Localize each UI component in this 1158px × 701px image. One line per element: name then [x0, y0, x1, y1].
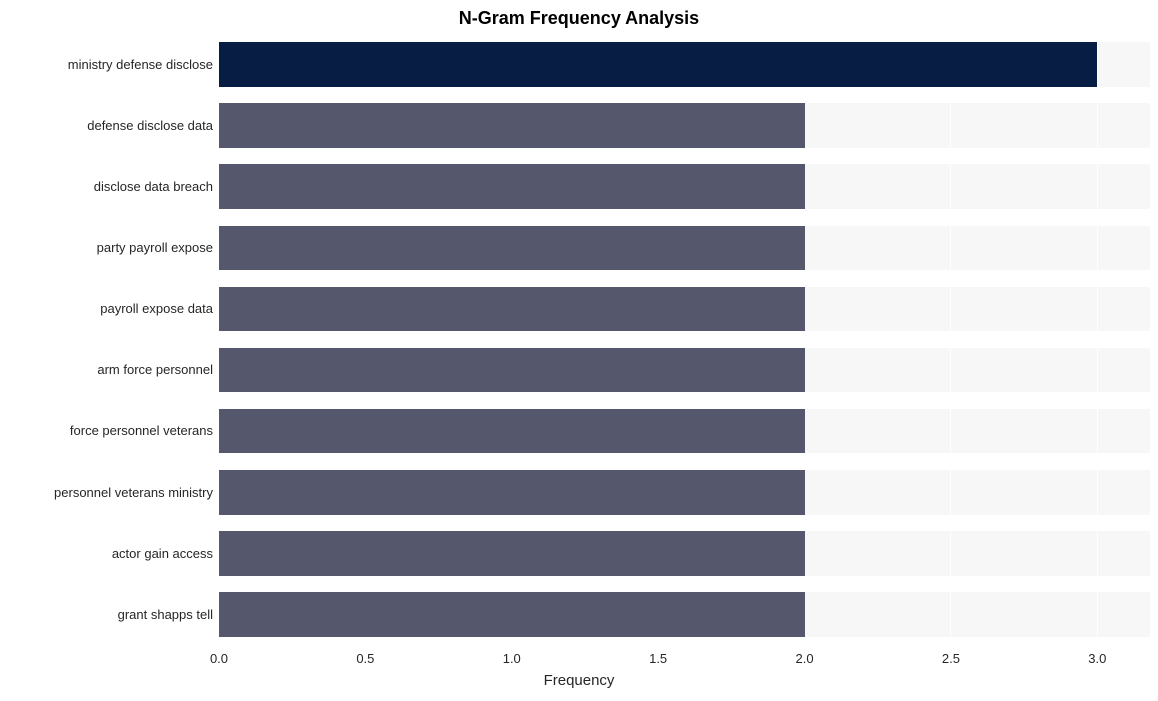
x-tick-label: 2.5 — [931, 651, 971, 666]
bar — [219, 42, 1097, 87]
bar — [219, 164, 805, 209]
bar — [219, 103, 805, 148]
x-tick-label: 2.0 — [785, 651, 825, 666]
bar — [219, 531, 805, 576]
y-tick-label: personnel veterans ministry — [3, 483, 213, 503]
plot-area — [219, 34, 1150, 645]
chart-container: N-Gram Frequency Analysis ministry defen… — [0, 0, 1158, 701]
y-tick-label: actor gain access — [3, 544, 213, 564]
y-tick-label: payroll expose data — [3, 299, 213, 319]
bar — [219, 470, 805, 515]
x-tick-label: 0.0 — [199, 651, 239, 666]
bar — [219, 409, 805, 454]
grid-row-band — [219, 148, 1150, 164]
x-axis-label: Frequency — [0, 672, 1158, 689]
x-tick-label: 3.0 — [1077, 651, 1117, 666]
grid-row-band — [219, 331, 1150, 347]
grid-row-band — [219, 392, 1150, 408]
grid-row-band — [219, 34, 1150, 42]
bar — [219, 592, 805, 637]
grid-vertical-line — [950, 34, 951, 645]
grid-row-band — [219, 209, 1150, 225]
y-tick-label: grant shapps tell — [3, 605, 213, 625]
chart-title: N-Gram Frequency Analysis — [0, 8, 1158, 29]
x-tick-label: 0.5 — [345, 651, 385, 666]
grid-row-band — [219, 515, 1150, 531]
grid-row-band — [219, 576, 1150, 592]
y-tick-label: defense disclose data — [3, 116, 213, 136]
y-tick-label: force personnel veterans — [3, 421, 213, 441]
bar — [219, 287, 805, 332]
grid-vertical-line — [1097, 34, 1098, 645]
grid-row-band — [219, 270, 1150, 286]
bar — [219, 348, 805, 393]
grid-row-band — [219, 637, 1150, 645]
x-tick-label: 1.0 — [492, 651, 532, 666]
y-tick-label: ministry defense disclose — [3, 55, 213, 75]
y-tick-label: arm force personnel — [3, 360, 213, 380]
grid-row-band — [219, 87, 1150, 103]
bar — [219, 226, 805, 271]
y-tick-label: party payroll expose — [3, 238, 213, 258]
grid-row-band — [219, 453, 1150, 469]
y-tick-label: disclose data breach — [3, 177, 213, 197]
x-tick-label: 1.5 — [638, 651, 678, 666]
